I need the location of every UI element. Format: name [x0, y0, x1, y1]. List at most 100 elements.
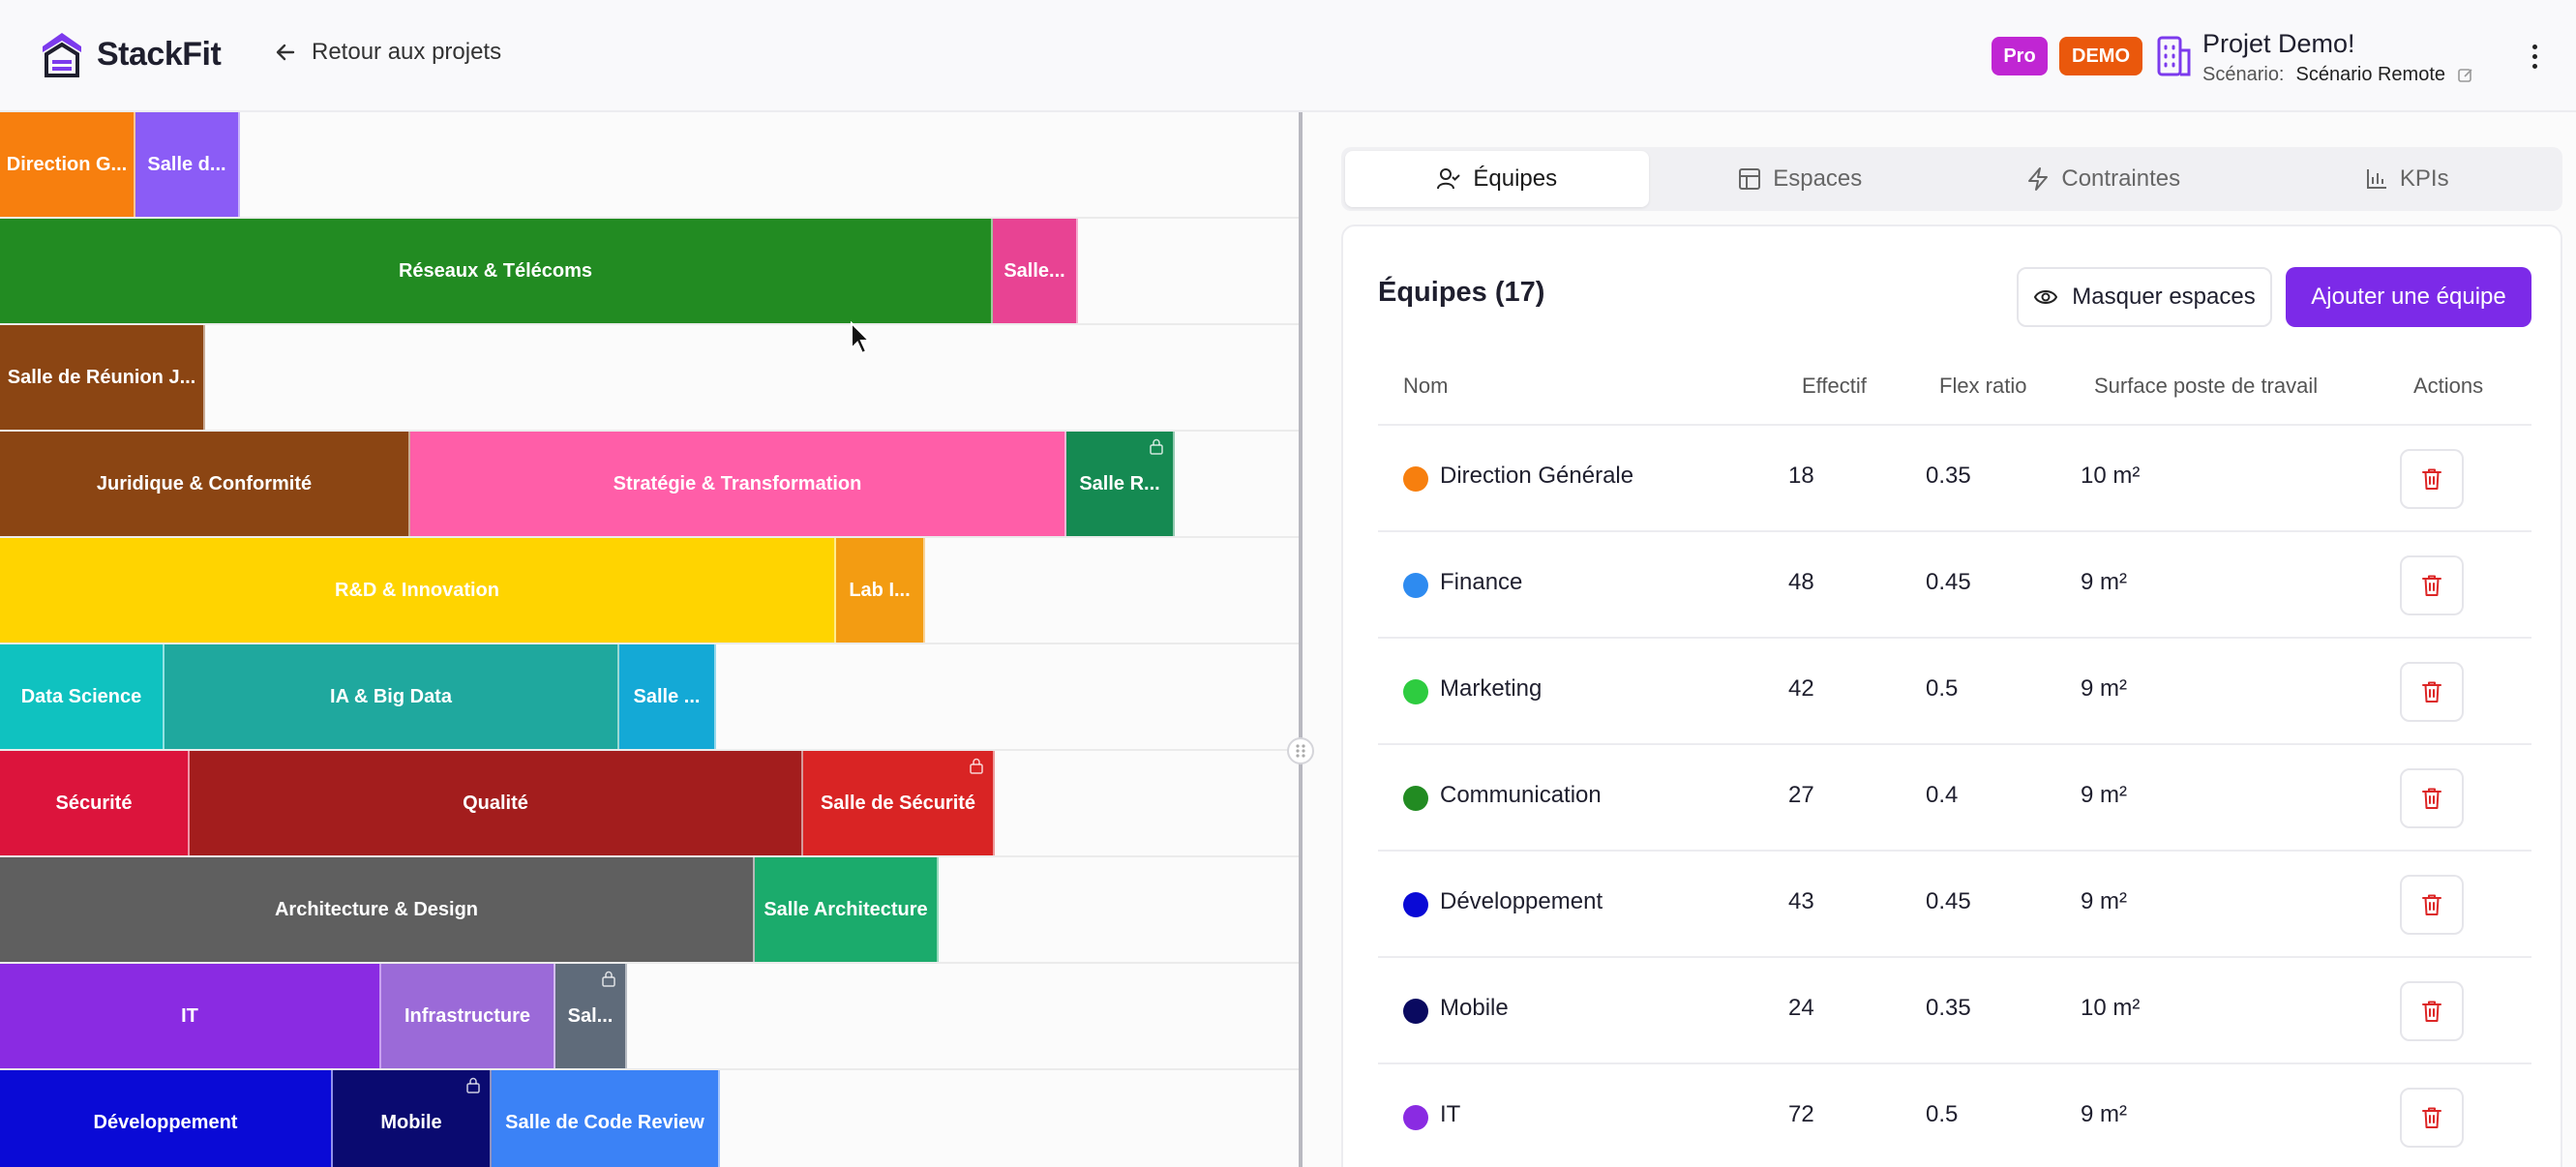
building-icon [2157, 36, 2191, 76]
space-block-label: Salle de Réunion J... [7, 366, 196, 388]
team-name: Développement [1440, 888, 1603, 914]
map-row-divider [0, 323, 1299, 325]
table-header-divider [1378, 424, 2531, 426]
space-block-label: Lab I... [849, 579, 911, 601]
layout-icon [1739, 168, 1761, 190]
table-row[interactable]: Mobile 24 0.35 10 m² [1378, 958, 2531, 1064]
space-block-label: Développement [93, 1111, 238, 1133]
tab-constraints[interactable]: Contraintes [1952, 151, 2256, 207]
space-block[interactable]: Data Science [0, 644, 165, 749]
delete-team-button[interactable] [2400, 449, 2464, 509]
space-block[interactable]: Salle de Sécurité [803, 751, 995, 855]
space-block[interactable]: Salle Architecture [755, 857, 939, 962]
space-block-label: IA & Big Data [330, 685, 452, 707]
tab-spaces[interactable]: Espaces [1649, 151, 1953, 207]
space-block-label: Salle... [1003, 259, 1065, 282]
team-flex-ratio: 0.5 [1926, 675, 1959, 702]
team-headcount: 18 [1788, 463, 1814, 489]
space-block[interactable]: Salle de Réunion J... [0, 325, 205, 430]
lock-icon [970, 758, 983, 774]
space-block[interactable]: Salle... [993, 219, 1078, 323]
team-flex-ratio: 0.35 [1926, 995, 1971, 1021]
map-row-divider [0, 1068, 1299, 1070]
project-name: Projet Demo! [2202, 29, 2355, 58]
map-row-divider [0, 430, 1299, 432]
space-block-label: Salle Architecture [764, 898, 928, 920]
space-block[interactable]: Qualité [190, 751, 803, 855]
table-row[interactable]: Développement 43 0.45 9 m² [1378, 852, 2531, 958]
space-block[interactable]: Architecture & Design [0, 857, 755, 962]
trash-icon [2422, 681, 2441, 703]
space-block[interactable]: Salle ... [619, 644, 716, 749]
team-headcount: 72 [1788, 1101, 1814, 1127]
tab-teams[interactable]: Équipes [1345, 151, 1649, 207]
team-flex-ratio: 0.4 [1926, 782, 1959, 808]
team-name: IT [1440, 1101, 1461, 1127]
edit-icon[interactable] [2457, 67, 2474, 84]
map-row-divider [0, 217, 1299, 219]
team-name: Mobile [1440, 995, 1509, 1021]
space-block[interactable]: Stratégie & Transformation [410, 432, 1066, 536]
tab-kpis[interactable]: KPIs [2256, 151, 2560, 207]
table-row[interactable]: Marketing 42 0.5 9 m² [1378, 639, 2531, 745]
space-block-label: Sal... [567, 1004, 614, 1027]
team-color-dot [1403, 999, 1428, 1024]
table-row[interactable]: Communication 27 0.4 9 m² [1378, 745, 2531, 852]
logo-icon [43, 33, 81, 77]
delete-team-button[interactable] [2400, 662, 2464, 722]
space-block-label: Mobile [380, 1111, 442, 1133]
tab-spaces-label: Espaces [1773, 165, 1863, 192]
table-row[interactable]: IT 72 0.5 9 m² [1378, 1064, 2531, 1167]
delete-team-button[interactable] [2400, 1088, 2464, 1148]
space-block[interactable]: Salle R... [1066, 432, 1175, 536]
mouse-cursor-icon [851, 321, 872, 355]
team-name: Communication [1440, 782, 1602, 808]
trash-icon [2422, 1107, 2441, 1128]
space-block-label: Qualité [463, 792, 528, 814]
team-name: Direction Générale [1440, 463, 1634, 489]
add-team-button[interactable]: Ajouter une équipe [2286, 267, 2531, 327]
lock-icon [602, 971, 615, 987]
space-block[interactable]: Réseaux & Télécoms [0, 219, 993, 323]
table-row[interactable]: Direction Générale 18 0.35 10 m² [1378, 426, 2531, 532]
logo[interactable]: StackFit [37, 29, 222, 79]
tab-constraints-label: Contraintes [2061, 165, 2181, 192]
delete-team-button[interactable] [2400, 555, 2464, 615]
space-block-label: Sécurité [55, 792, 133, 814]
space-block[interactable]: IT [0, 964, 381, 1068]
hide-spaces-button[interactable]: Masquer espaces [2017, 267, 2272, 327]
team-surface: 9 m² [2081, 1101, 2127, 1127]
space-block[interactable]: R&D & Innovation [0, 538, 836, 643]
space-block-label: Salle de Sécurité [820, 792, 976, 814]
space-block[interactable]: Direction G... [0, 112, 135, 217]
space-block[interactable]: IA & Big Data [165, 644, 619, 749]
resize-handle[interactable] [1287, 737, 1314, 764]
more-menu-button[interactable] [2520, 39, 2549, 74]
delete-team-button[interactable] [2400, 981, 2464, 1041]
team-color-dot [1403, 786, 1428, 811]
trash-icon [2422, 1001, 2441, 1022]
space-block[interactable]: Sécurité [0, 751, 190, 855]
delete-team-button[interactable] [2400, 768, 2464, 828]
user-check-icon [1437, 168, 1461, 190]
map-row-divider [0, 855, 1299, 857]
column-header-surface: Surface poste de travail [2094, 374, 2319, 398]
tab-kpis-label: KPIs [2399, 165, 2449, 192]
table-row[interactable]: Finance 48 0.45 9 m² [1378, 532, 2531, 639]
panel-divider[interactable] [1299, 112, 1303, 1167]
delete-team-button[interactable] [2400, 875, 2464, 935]
space-block[interactable]: Infrastructure [381, 964, 555, 1068]
space-block-label: Salle de Code Review [505, 1111, 704, 1133]
team-flex-ratio: 0.35 [1926, 463, 1971, 489]
trash-icon [2422, 894, 2441, 915]
space-block[interactable]: Mobile [333, 1070, 492, 1167]
column-header-actions: Actions [2413, 374, 2484, 398]
space-block[interactable]: Lab I... [836, 538, 925, 643]
space-block[interactable]: Juridique & Conformité [0, 432, 410, 536]
space-block[interactable]: Salle de Code Review [492, 1070, 720, 1167]
scenario-value: Scénario Remote [2295, 64, 2446, 85]
space-block[interactable]: Salle d... [135, 112, 240, 217]
space-block[interactable]: Sal... [555, 964, 627, 1068]
back-to-projects-link[interactable]: Retour aux projets [275, 39, 501, 66]
space-block[interactable]: Développement [0, 1070, 333, 1167]
